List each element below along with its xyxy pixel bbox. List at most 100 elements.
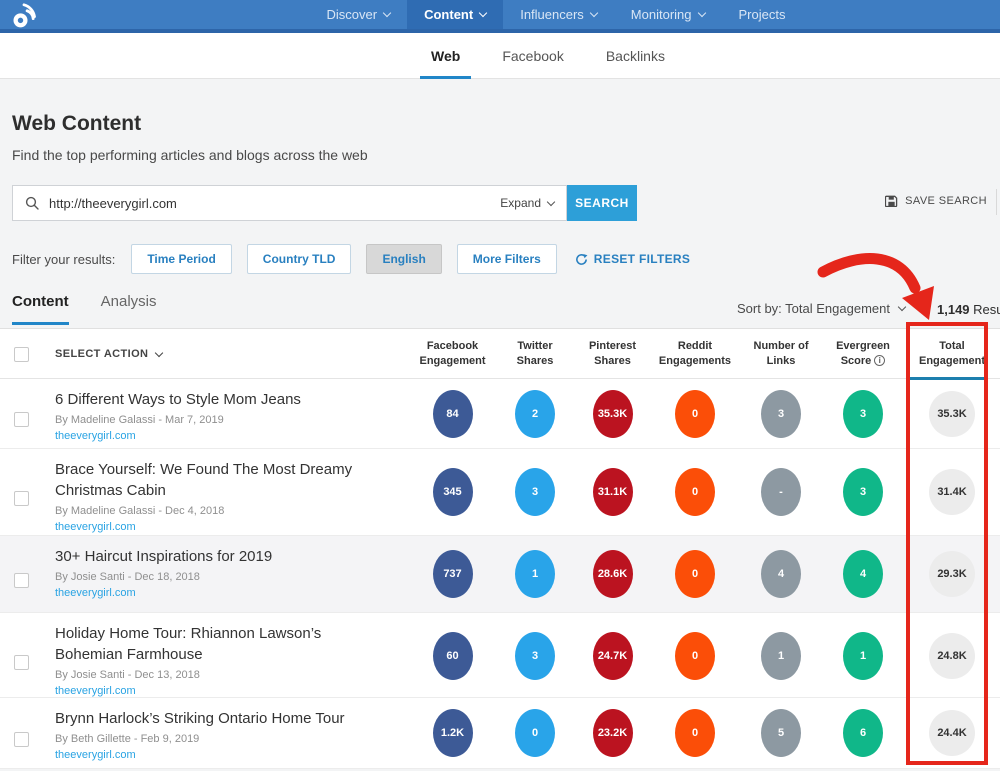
evergreen-score-badge: 4 [843, 550, 883, 598]
article-title[interactable]: Brynn Harlock’s Striking Ontario Home To… [55, 710, 345, 727]
filter-english[interactable]: English [366, 244, 442, 274]
column-header-facebook-engagement[interactable]: Facebook Engagement [410, 329, 495, 378]
tab-content[interactable]: Content [12, 293, 69, 325]
filter-more-filters[interactable]: More Filters [456, 244, 557, 274]
filter-time-period[interactable]: Time Period [131, 244, 232, 274]
column-header-number-of-links[interactable]: Number of Links [740, 329, 822, 378]
column-header-line: Links [766, 355, 796, 367]
chevron-down-icon [546, 197, 556, 206]
facebook-engagement-badge: 345 [432, 468, 473, 516]
facebook-engagement-badge: 60 [432, 632, 473, 680]
row-checkbox[interactable] [14, 412, 29, 427]
save-search-button[interactable]: SAVE SEARCH [885, 194, 987, 207]
chevron-down-icon [382, 8, 392, 18]
column-header-pinterest-shares[interactable]: Pinterest Shares [575, 329, 650, 378]
number-of-links-cell: 4 [740, 550, 822, 598]
chevron-down-icon [589, 8, 599, 18]
search-input[interactable] [49, 195, 491, 211]
nav-item-monitoring[interactable]: Monitoring [614, 0, 722, 29]
table-row[interactable]: Brynn Harlock’s Striking Ontario Home To… [0, 698, 1000, 769]
article-domain-link[interactable]: theeverygirl.com [55, 685, 136, 697]
total-engagement-badge: 35.3K [929, 390, 975, 437]
column-header-text: Score [840, 355, 872, 367]
nav-item-content[interactable]: Content [407, 0, 504, 29]
column-header-line: Shares [594, 355, 631, 367]
article-byline: By Madeline Galassi - Dec 4, 2018 [55, 505, 225, 517]
number-of-links-cell: 1 [740, 632, 822, 680]
nav-item-label: Influencers [520, 7, 584, 22]
nav-item-influencers[interactable]: Influencers [503, 0, 614, 29]
tab-label: Facebook [502, 48, 564, 64]
evergreen-score-badge: 3 [843, 468, 883, 516]
article-domain-link[interactable]: theeverygirl.com [55, 430, 136, 442]
table-row[interactable]: Holiday Home Tour: Rhiannon Lawson’s Boh… [0, 613, 1000, 698]
facebook-engagement-badge: 1.2K [432, 709, 473, 757]
tab-analysis[interactable]: Analysis [101, 293, 157, 325]
facebook-engagement-badge: 84 [432, 389, 473, 438]
pinterest-shares-badge: 31.1K [592, 468, 633, 516]
table-row[interactable]: 6 Different Ways to Style Mom Jeans By M… [0, 379, 1000, 449]
row-checkbox[interactable] [14, 490, 29, 506]
tab-facebook[interactable]: Facebook [481, 33, 584, 79]
results-count-word: Results [973, 302, 1000, 317]
evergreen-score-badge: 6 [843, 709, 883, 757]
column-header-total-engagement[interactable]: Total Engagement [904, 329, 1000, 380]
article-byline: By Josie Santi - Dec 18, 2018 [55, 571, 200, 583]
column-header-line: Shares [516, 355, 554, 367]
twitter-shares-cell: 3 [495, 468, 575, 516]
pinterest-shares-badge: 23.2K [592, 709, 633, 757]
row-checkbox[interactable] [14, 731, 29, 747]
column-header-evergreen-score[interactable]: Evergreen Score i [822, 329, 904, 378]
total-engagement-cell: 24.8K [904, 633, 1000, 679]
row-checkbox[interactable] [14, 572, 29, 588]
article-cell: 6 Different Ways to Style Mom Jeans By M… [43, 379, 410, 444]
twitter-shares-badge: 3 [515, 468, 555, 516]
total-engagement-badge: 31.4K [929, 469, 975, 515]
reddit-engagements-cell: 0 [650, 468, 740, 516]
nav-item-projects[interactable]: Projects [722, 0, 803, 29]
article-byline: By Beth Gillette - Feb 9, 2019 [55, 733, 200, 745]
reddit-engagements-cell: 0 [650, 632, 740, 680]
tab-web[interactable]: Web [410, 33, 481, 79]
select-action-label: SELECT ACTION [55, 348, 149, 360]
twitter-shares-cell: 1 [495, 550, 575, 598]
sort-by-label: Sort by: Total Engagement [737, 301, 890, 316]
article-domain-link[interactable]: theeverygirl.com [55, 587, 136, 599]
article-title[interactable]: 6 Different Ways to Style Mom Jeans [55, 391, 301, 408]
expand-toggle[interactable]: Expand [500, 196, 556, 210]
reset-filters-button[interactable]: RESET FILTERS [575, 252, 690, 266]
number-of-links-cell: 3 [740, 389, 822, 438]
row-checkbox-cell [0, 561, 43, 588]
info-icon[interactable]: i [874, 355, 886, 366]
table-row[interactable]: 30+ Haircut Inspirations for 2019 By Jos… [0, 536, 1000, 613]
sort-by-dropdown[interactable]: Sort by: Total Engagement [737, 301, 907, 316]
search-button[interactable]: SEARCH [567, 185, 637, 221]
reddit-engagements-cell: 0 [650, 389, 740, 438]
column-header-reddit-engagements[interactable]: Reddit Engagements [650, 329, 740, 378]
twitter-shares-badge: 3 [515, 632, 555, 680]
article-domain-link[interactable]: theeverygirl.com [55, 521, 136, 533]
article-title[interactable]: Holiday Home Tour: Rhiannon Lawson’s Boh… [55, 625, 322, 663]
row-checkbox-cell [0, 400, 43, 427]
column-header-line: Facebook [426, 340, 479, 352]
select-all-checkbox[interactable] [14, 347, 29, 362]
filter-country-tld[interactable]: Country TLD [246, 244, 352, 274]
buzzsumo-logo-icon[interactable] [10, 2, 38, 30]
article-title[interactable]: Brace Yourself: We Found The Most Dreamy… [55, 461, 353, 499]
nav-item-label: Content [424, 7, 474, 22]
tab-backlinks[interactable]: Backlinks [585, 33, 686, 79]
select-action-button[interactable]: SELECT ACTION [43, 329, 164, 360]
table-row[interactable]: Brace Yourself: We Found The Most Dreamy… [0, 449, 1000, 536]
facebook-engagement-badge: 737 [432, 550, 473, 598]
row-checkbox[interactable] [14, 654, 29, 670]
article-title[interactable]: 30+ Haircut Inspirations for 2019 [55, 548, 273, 565]
article-cell: Brynn Harlock’s Striking Ontario Home To… [43, 698, 410, 763]
column-header-line: Twitter [517, 340, 553, 352]
column-header-line: Evergreen [836, 340, 890, 352]
column-header-twitter-shares[interactable]: Twitter Shares [495, 329, 575, 378]
nav-item-discover[interactable]: Discover [310, 0, 408, 29]
pinterest-shares-cell: 23.2K [575, 709, 650, 757]
search-box[interactable]: Expand [12, 185, 567, 221]
evergreen-score-cell: 4 [822, 550, 904, 598]
article-domain-link[interactable]: theeverygirl.com [55, 749, 136, 761]
